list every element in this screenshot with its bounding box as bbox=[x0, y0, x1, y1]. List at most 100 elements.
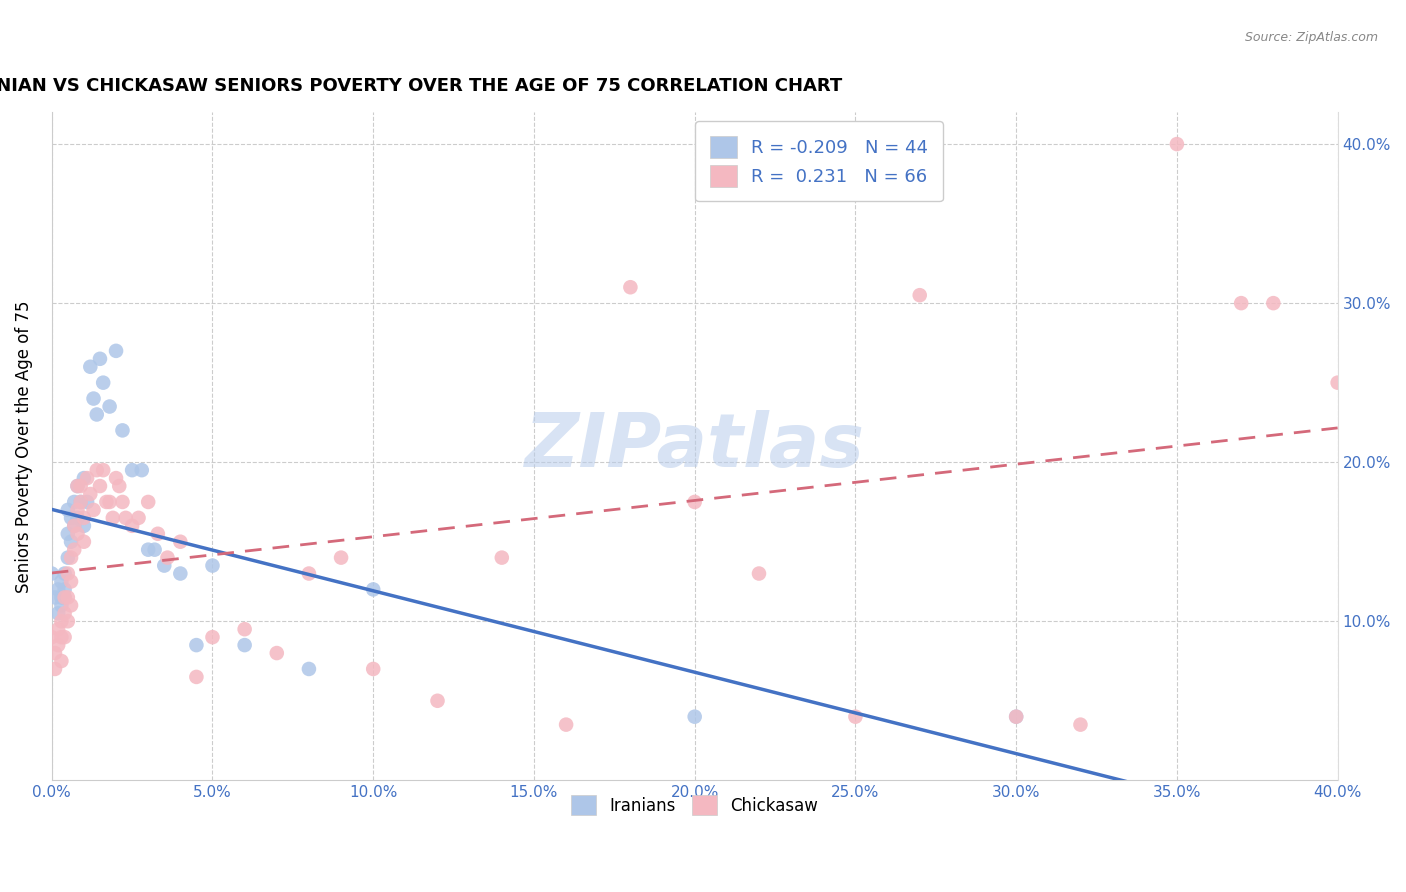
Point bbox=[63, 495, 86, 509]
Point bbox=[44, 591, 66, 605]
Point bbox=[51, 630, 73, 644]
Point bbox=[86, 408, 108, 422]
Point bbox=[44, 662, 66, 676]
Point bbox=[66, 479, 89, 493]
Point bbox=[1263, 296, 1285, 310]
Text: Source: ZipAtlas.com: Source: ZipAtlas.com bbox=[1244, 31, 1378, 45]
Point bbox=[51, 574, 73, 589]
Point bbox=[56, 614, 79, 628]
Point bbox=[169, 534, 191, 549]
Point bbox=[201, 558, 224, 573]
Point bbox=[1005, 709, 1028, 723]
Point bbox=[66, 511, 89, 525]
Point bbox=[51, 614, 73, 628]
Point bbox=[73, 518, 96, 533]
Point bbox=[114, 511, 136, 525]
Point bbox=[121, 518, 143, 533]
Point bbox=[69, 479, 91, 493]
Point bbox=[83, 392, 105, 406]
Point bbox=[111, 495, 134, 509]
Point bbox=[169, 566, 191, 581]
Point bbox=[91, 463, 114, 477]
Point bbox=[60, 534, 83, 549]
Point bbox=[153, 558, 176, 573]
Point bbox=[63, 518, 86, 533]
Point bbox=[44, 646, 66, 660]
Point bbox=[233, 622, 256, 636]
Point bbox=[361, 582, 384, 597]
Point bbox=[146, 526, 169, 541]
Point bbox=[201, 630, 224, 644]
Point bbox=[683, 709, 706, 723]
Point bbox=[298, 566, 321, 581]
Point bbox=[683, 495, 706, 509]
Point bbox=[1230, 296, 1253, 310]
Point bbox=[555, 717, 578, 731]
Point bbox=[66, 479, 89, 493]
Point bbox=[46, 607, 69, 621]
Point bbox=[46, 622, 69, 636]
Point bbox=[63, 542, 86, 557]
Point bbox=[53, 582, 76, 597]
Point bbox=[98, 400, 121, 414]
Point bbox=[83, 503, 105, 517]
Legend: Iranians, Chickasaw: Iranians, Chickasaw bbox=[564, 789, 825, 822]
Point bbox=[73, 511, 96, 525]
Point bbox=[63, 518, 86, 533]
Point bbox=[136, 495, 159, 509]
Point bbox=[136, 542, 159, 557]
Point bbox=[51, 654, 73, 668]
Point bbox=[53, 630, 76, 644]
Point bbox=[53, 591, 76, 605]
Point bbox=[908, 288, 931, 302]
Point bbox=[143, 542, 166, 557]
Point bbox=[41, 630, 63, 644]
Point bbox=[128, 511, 150, 525]
Point bbox=[73, 534, 96, 549]
Point bbox=[60, 511, 83, 525]
Point bbox=[1326, 376, 1348, 390]
Point bbox=[53, 566, 76, 581]
Point bbox=[46, 582, 69, 597]
Point bbox=[56, 591, 79, 605]
Point bbox=[51, 591, 73, 605]
Point bbox=[748, 566, 770, 581]
Text: IRANIAN VS CHICKASAW SENIORS POVERTY OVER THE AGE OF 75 CORRELATION CHART: IRANIAN VS CHICKASAW SENIORS POVERTY OVE… bbox=[0, 78, 842, 95]
Point bbox=[60, 550, 83, 565]
Point bbox=[79, 487, 101, 501]
Point bbox=[69, 495, 91, 509]
Point bbox=[41, 566, 63, 581]
Point bbox=[101, 511, 124, 525]
Point bbox=[98, 495, 121, 509]
Point bbox=[131, 463, 153, 477]
Point bbox=[53, 607, 76, 621]
Point bbox=[60, 574, 83, 589]
Point bbox=[491, 550, 513, 565]
Point bbox=[79, 359, 101, 374]
Point bbox=[56, 503, 79, 517]
Point bbox=[233, 638, 256, 652]
Point bbox=[844, 709, 866, 723]
Point bbox=[1069, 717, 1091, 731]
Point bbox=[1005, 709, 1028, 723]
Point bbox=[105, 343, 128, 358]
Point bbox=[619, 280, 641, 294]
Point bbox=[96, 495, 118, 509]
Point bbox=[1166, 137, 1188, 152]
Point bbox=[53, 591, 76, 605]
Point bbox=[89, 479, 111, 493]
Text: ZIPatlas: ZIPatlas bbox=[524, 409, 865, 483]
Point bbox=[76, 471, 98, 485]
Point bbox=[361, 662, 384, 676]
Point bbox=[298, 662, 321, 676]
Point bbox=[91, 376, 114, 390]
Point bbox=[66, 503, 89, 517]
Point bbox=[66, 526, 89, 541]
Point bbox=[186, 670, 208, 684]
Point bbox=[426, 694, 449, 708]
Point bbox=[266, 646, 288, 660]
Point bbox=[56, 550, 79, 565]
Point bbox=[105, 471, 128, 485]
Point bbox=[111, 423, 134, 437]
Point bbox=[76, 495, 98, 509]
